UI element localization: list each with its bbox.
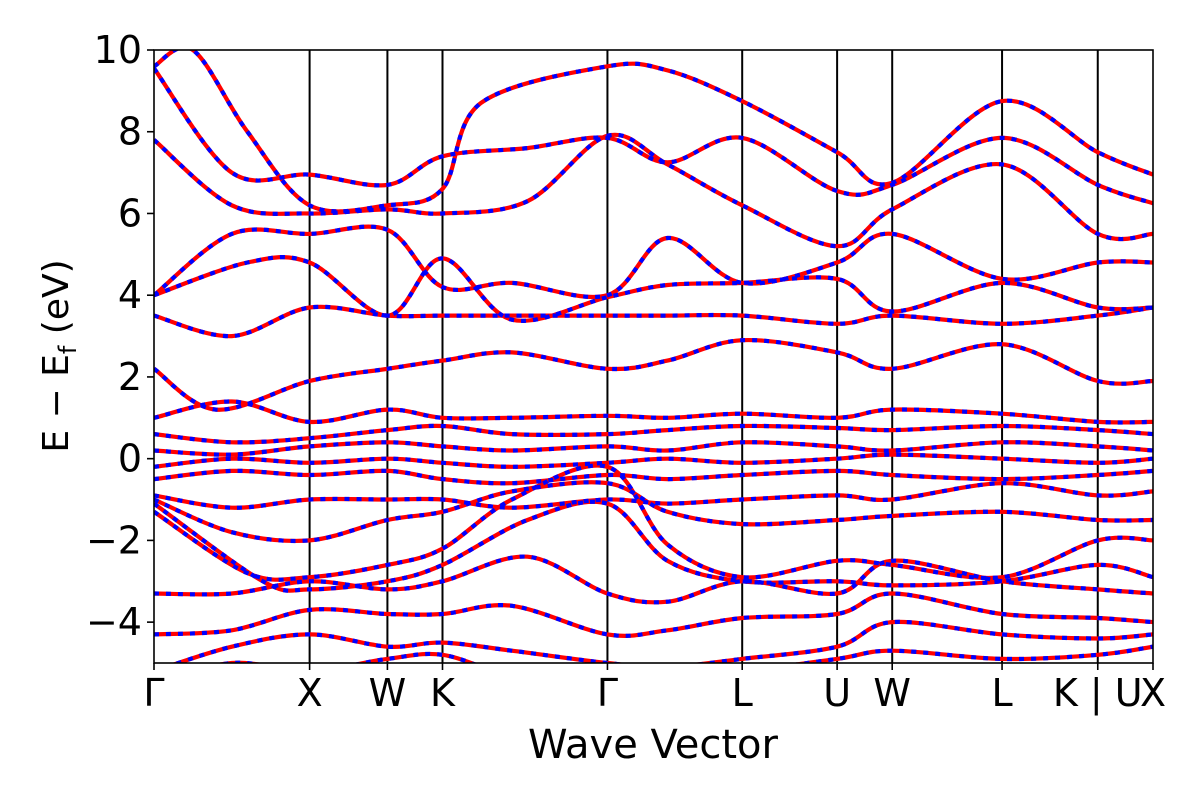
y-tick-label: 4 (118, 273, 142, 317)
band-line-19 (171, 619, 1153, 663)
x-tick-label: L (732, 671, 753, 715)
band-line-overlay-17 (154, 554, 1153, 605)
band-line-overlay-5 (154, 255, 1153, 323)
band-line-overlay-6 (154, 304, 1153, 339)
x-tick-label: L (991, 671, 1012, 715)
bands (154, 50, 1153, 663)
band-line-overlay-18 (154, 591, 1153, 638)
y-ticks: −4 −2 0 2 4 6 8 10 (86, 28, 154, 644)
band-line-7 (154, 337, 1153, 412)
band-line-3 (154, 132, 1153, 249)
band-line-14 (154, 480, 1153, 544)
y-axis-title-sub: f (54, 345, 82, 354)
band-line-2 (154, 50, 1153, 214)
band-line-overlay-13 (154, 481, 1153, 510)
x-tick-label: X (297, 671, 323, 715)
band-line-overlay-19 (171, 619, 1153, 663)
y-axis-title: E − Ef (eV) (36, 259, 82, 452)
y-tick-label: 6 (118, 191, 142, 235)
band-line-6 (154, 304, 1153, 339)
band-line-overlay-1 (154, 67, 1153, 206)
band-line-overlay-8 (154, 399, 1153, 425)
y-tick-label: −2 (86, 518, 142, 562)
band-line-overlay-7 (154, 337, 1153, 412)
x-tick-label: Γ (143, 671, 164, 715)
x-axis-title: Wave Vector (528, 722, 779, 768)
x-tick-label: W (873, 671, 911, 715)
band-line-10 (154, 440, 1153, 457)
x-tick-label: X (1140, 671, 1166, 715)
band-line-20 (217, 644, 1153, 663)
band-line-overlay-3 (154, 132, 1153, 249)
band-line-overlay-4 (154, 224, 1153, 300)
band-line-overlay-11 (154, 452, 1153, 469)
plot-frame (153, 49, 1154, 664)
band-line-11 (154, 452, 1153, 469)
x-tick-label: Γ (597, 671, 618, 715)
x-tick-label: W (369, 671, 407, 715)
y-axis-title-main: E − E (36, 354, 77, 453)
x-tick-label: K (430, 671, 456, 715)
x-tick-label: K | U (1053, 671, 1143, 716)
x-tick-label: U (823, 671, 851, 715)
y-tick-label: 10 (94, 28, 142, 72)
y-tick-label: 8 (118, 110, 142, 154)
y-tick-label: −4 (86, 600, 142, 644)
band-line-overlay-12 (154, 468, 1153, 486)
band-line-overlay-14 (154, 480, 1153, 544)
band-line-1 (154, 67, 1153, 206)
band-line-overlay-16 (154, 499, 1153, 593)
band-line-overlay-2 (154, 50, 1153, 214)
band-line-overlay-10 (154, 440, 1153, 457)
band-line-9 (154, 423, 1153, 445)
y-tick-label: 0 (118, 437, 142, 481)
band-line-overlay-9 (154, 423, 1153, 445)
y-axis-title-unit: (eV) (36, 259, 77, 345)
y-tick-label: 2 (118, 355, 142, 399)
